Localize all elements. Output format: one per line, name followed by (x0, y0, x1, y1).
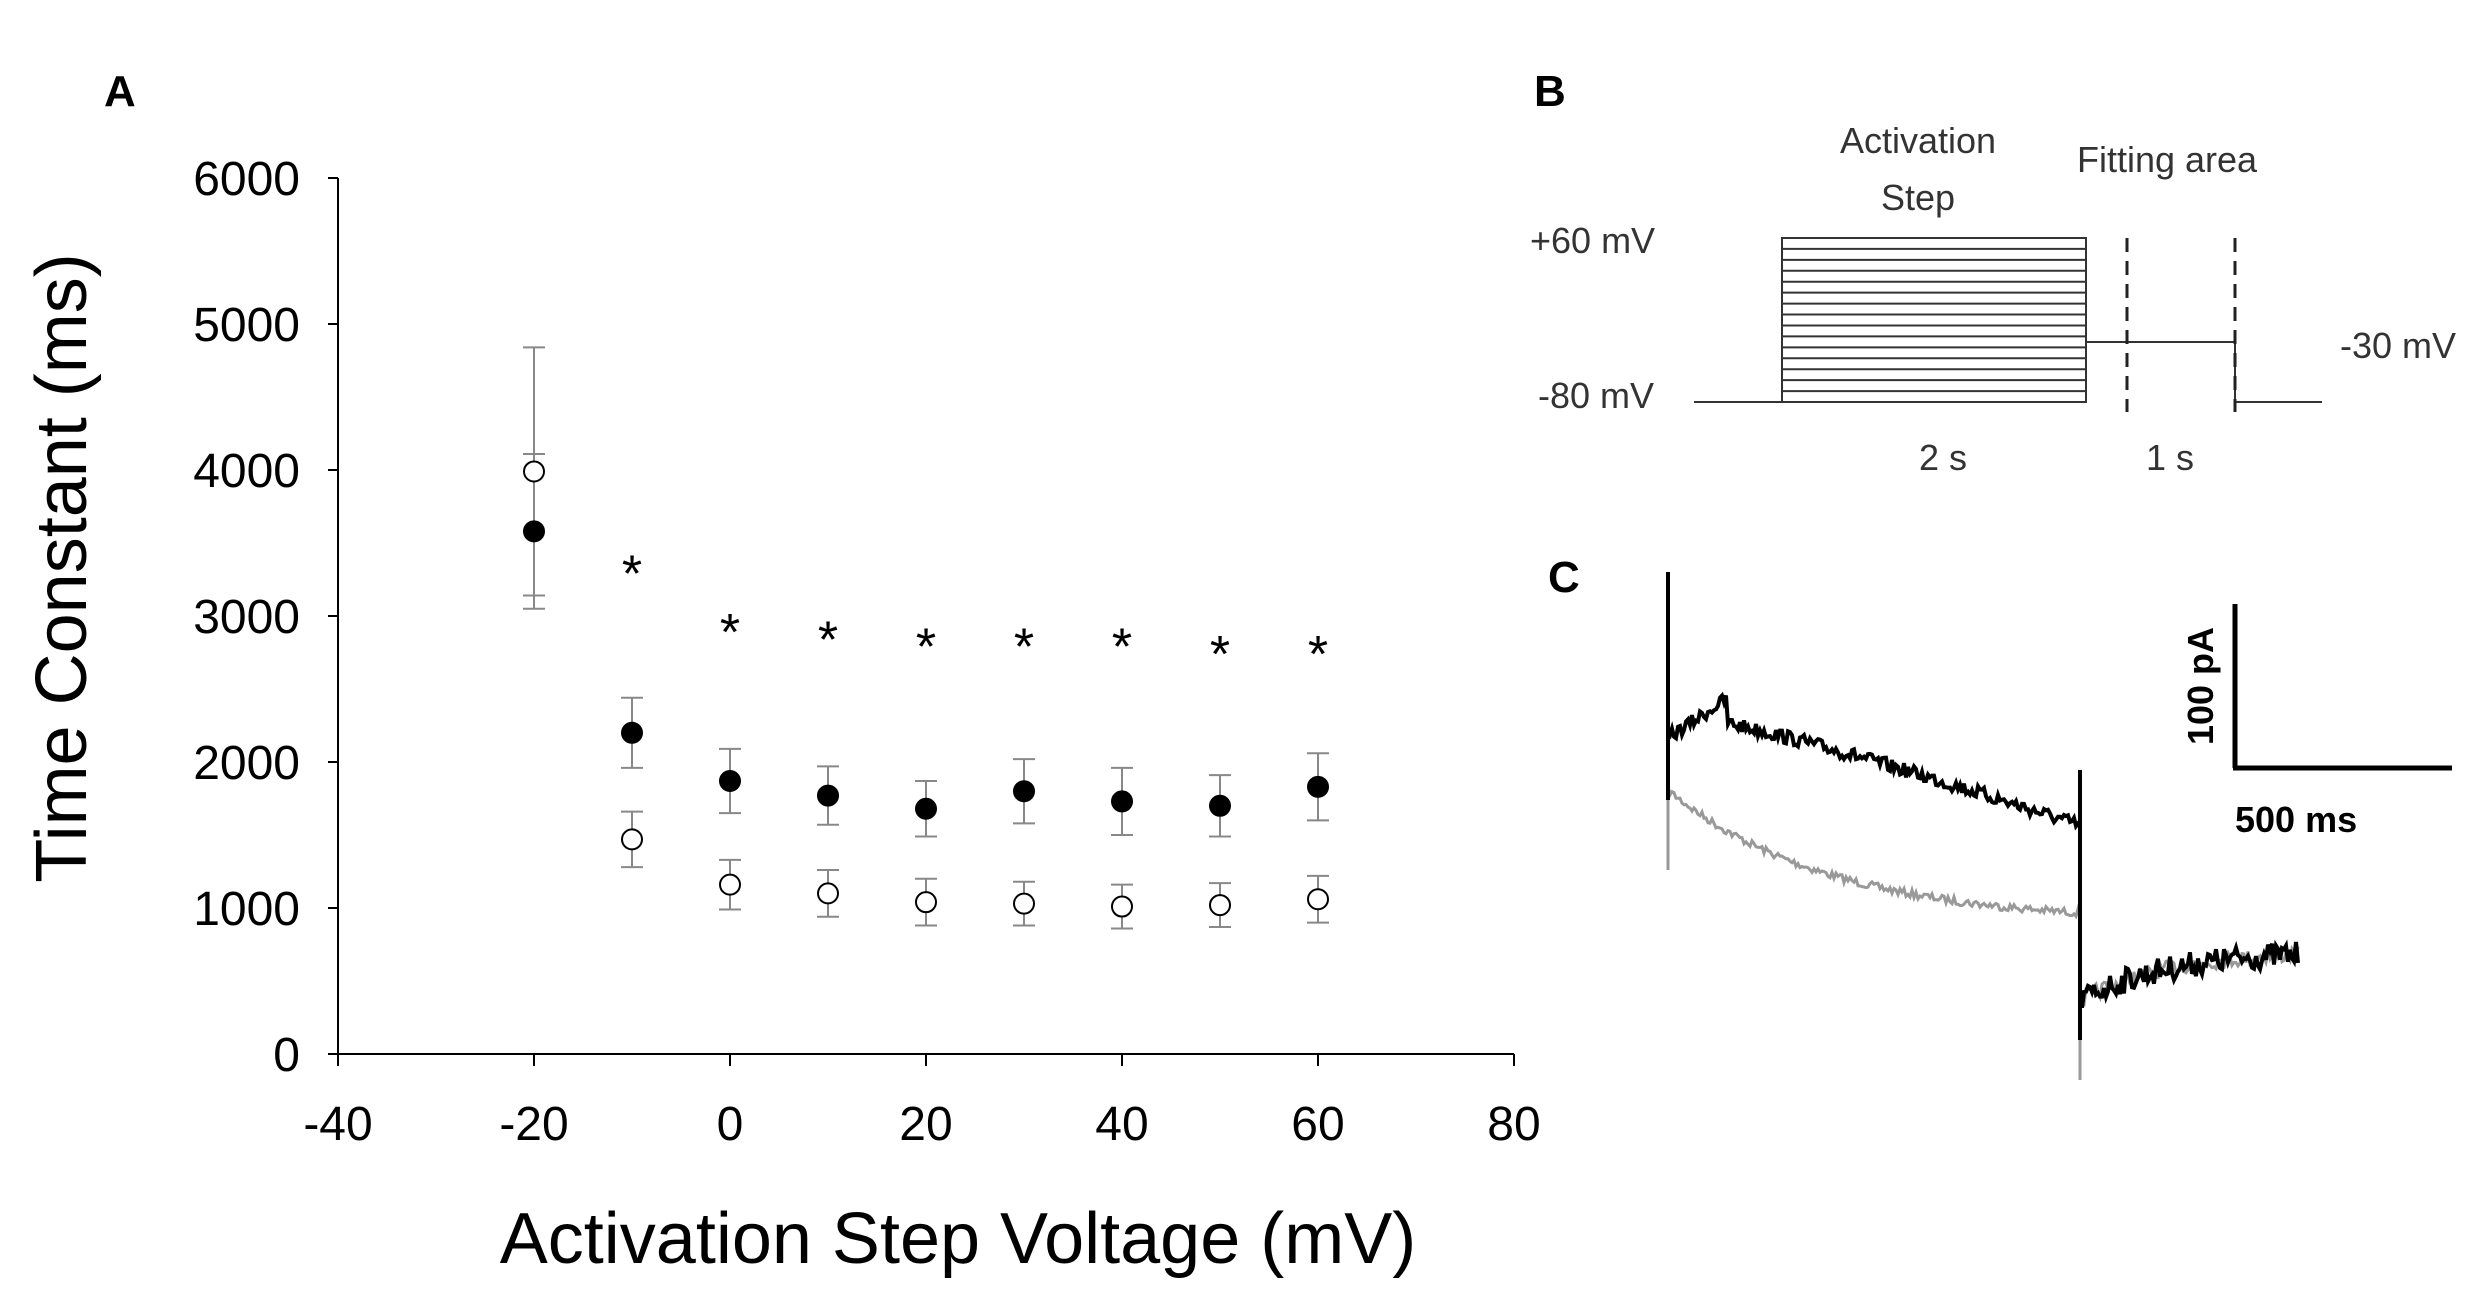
filled-data-point (817, 784, 839, 807)
significance-markers: * * * * * * * * (622, 546, 1328, 684)
fitting-area-label: Fitting area (2077, 139, 2258, 180)
open-data-point (719, 873, 741, 896)
x-tick-label: 20 (899, 1098, 952, 1151)
x-tick-label: -20 (499, 1098, 568, 1151)
filled-data-point (915, 797, 937, 820)
voltage-minus80-label: -80 mV (1538, 375, 1654, 416)
y-tick-label: 2000 (193, 737, 300, 790)
y-tick-label: 4000 (193, 445, 300, 498)
filled-data-point (523, 520, 545, 543)
y-ticks: 0 1000 2000 3000 4000 5000 6000 (193, 153, 338, 1082)
panel-b-letter: B (1534, 67, 1566, 116)
activation-step-label-line1: Activation (1840, 120, 1996, 161)
activation-step-box (1781, 237, 2087, 403)
y-axis-title: Time Constant (ms) (22, 253, 102, 882)
panel-a-letter: A (104, 67, 136, 116)
filled-data-point (719, 769, 741, 792)
significance-star: * (622, 546, 642, 604)
filled-data-point (1307, 775, 1329, 798)
y-tick-label: 0 (273, 1029, 300, 1082)
significance-star: * (1210, 626, 1230, 684)
filled-data-point (621, 721, 643, 744)
x-tick-label: -40 (303, 1098, 372, 1151)
filled-data-point (1111, 790, 1133, 813)
open-data-point (621, 828, 643, 851)
panel-c-letter: C (1548, 553, 1580, 602)
open-data-point (817, 882, 839, 905)
open-data-point (915, 891, 937, 914)
y-tick-label: 6000 (193, 153, 300, 206)
significance-star: * (1112, 619, 1132, 677)
panel-a: A Time Constant (ms) Activation Step Vol… (22, 67, 1541, 1279)
open-data-point (1013, 892, 1035, 915)
open-data-point (523, 460, 545, 483)
x-tick-label: 60 (1291, 1098, 1344, 1151)
panel-c: C 100 pA 500 ms (1548, 553, 2452, 1080)
y-tick-label: 3000 (193, 591, 300, 644)
open-data-point (1111, 895, 1133, 918)
significance-star: * (720, 604, 740, 662)
x-tick-label: 40 (1095, 1098, 1148, 1151)
activation-step-label-line2: Step (1881, 177, 1955, 218)
voltage-minus30-label: -30 mV (2340, 325, 2456, 366)
significance-star: * (1014, 619, 1034, 677)
current-trace-black (1666, 572, 2300, 1040)
scale-time-label: 500 ms (2235, 799, 2357, 840)
duration-1s-label: 1 s (2146, 437, 2194, 478)
duration-2s-label: 2 s (1919, 437, 1967, 478)
significance-star: * (1308, 626, 1328, 684)
voltage-protocol-diagram (1694, 237, 2322, 412)
filled-data-point (1209, 794, 1231, 817)
open-data-point (1209, 894, 1231, 917)
open-data-point (1307, 888, 1329, 911)
y-tick-label: 5000 (193, 299, 300, 352)
significance-star: * (818, 611, 838, 669)
y-tick-label: 1000 (193, 883, 300, 936)
data-points (523, 460, 1329, 918)
significance-star: * (916, 619, 936, 677)
x-tick-label: 0 (717, 1098, 744, 1151)
x-axis-title: Activation Step Voltage (mV) (500, 1199, 1416, 1279)
x-tick-label: 80 (1487, 1098, 1540, 1151)
voltage-plus60-label: +60 mV (1530, 220, 1655, 261)
panel-b: B Activation Step Fitting area +60 mV -8… (1530, 67, 2456, 478)
activation-step-lines (1782, 247, 2086, 393)
x-ticks: -40 -20 0 20 40 60 80 (303, 1054, 1541, 1151)
scale-current-label: 100 pA (2180, 627, 2221, 745)
filled-data-point (1013, 780, 1035, 803)
